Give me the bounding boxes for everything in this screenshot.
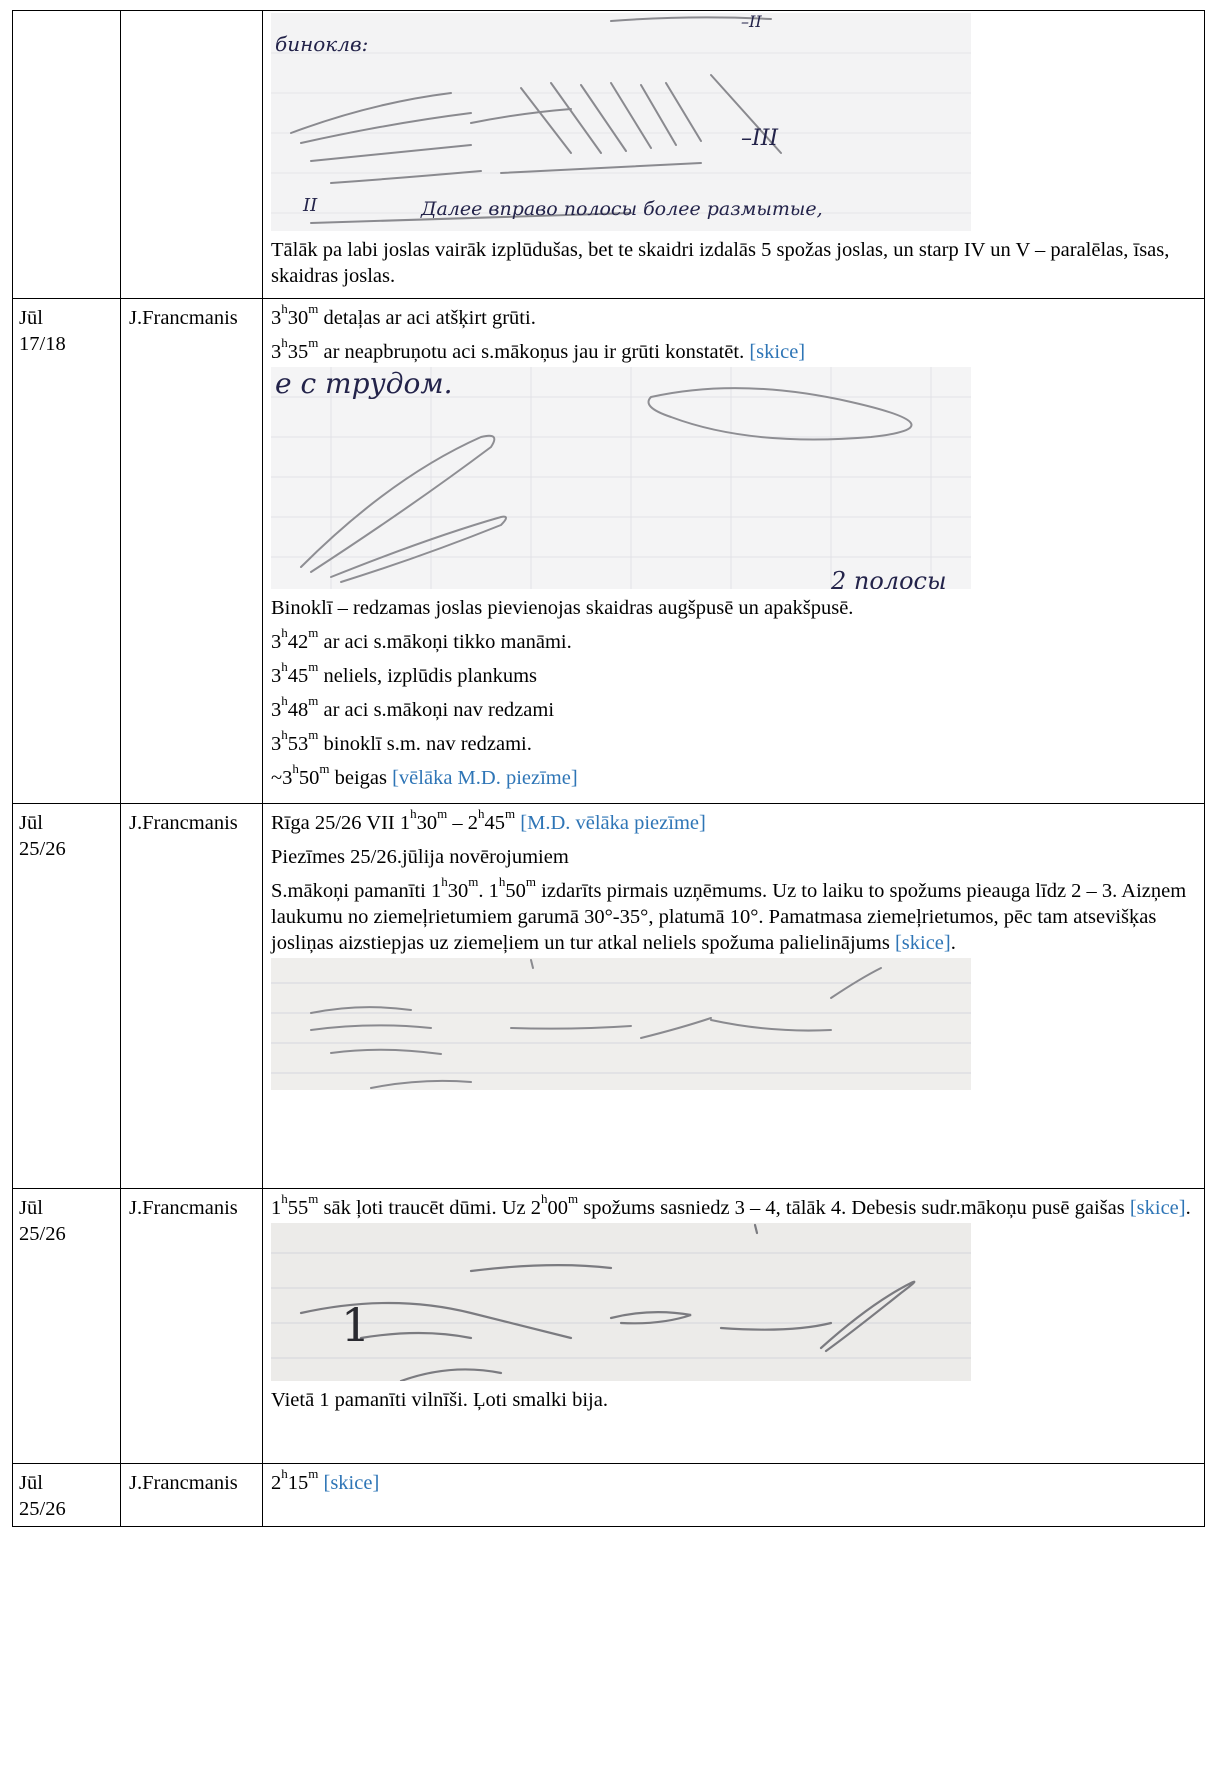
notes-cell: Rīga 25/26 VII 1h30m – 2h45m [M.D. vēlāk… [262, 803, 1205, 1189]
date-day: 25/26 [19, 838, 66, 860]
date-cell: Jūl 17/18 [12, 298, 121, 804]
editor-note: [vēlāka M.D. piezīme] [392, 767, 578, 789]
note-line: Piezīmes 25/26.jūlija novērojumiem [271, 846, 569, 868]
editor-note: [skice] [749, 341, 806, 363]
observer-cell: J.Francmanis [120, 803, 263, 1189]
notes-cell: 2h15m [skice] [262, 1463, 1205, 1527]
observer-cell: J.Francmanis [120, 1188, 263, 1464]
sketch-label: биноклв: [275, 32, 368, 56]
date-day: 17/18 [19, 333, 66, 355]
sketch-label: Далее вправо полосы более размытые, [420, 198, 823, 220]
note-line: 3h30m detaļas ar aci atšķirt grūti. [271, 301, 536, 329]
sketch-label: II [302, 195, 318, 216]
sketch-image: биноклв: –II –III II Далее вправо полосы… [271, 13, 1196, 231]
notes-cell: 3h30m detaļas ar aci atšķirt grūti. 3h35… [262, 298, 1205, 804]
note-line: Binoklī – redzamas joslas pievienojas sk… [271, 597, 854, 619]
date-month: Jūl [19, 1472, 43, 1494]
observation-table: биноклв: –II –III II Далее вправо полосы… [12, 10, 1205, 1527]
note-line: 3h48m ar aci s.mākoņi nav redzami [271, 693, 555, 721]
sketch-label: е с трудом. [275, 367, 453, 400]
date-month: Jūl [19, 307, 43, 329]
note-line: 2h15m [skice] [271, 1466, 380, 1494]
editor-note: [skice] [318, 1472, 380, 1494]
observer-cell [120, 10, 263, 299]
sketch-image: 1 [271, 1223, 1196, 1381]
note-line: 3h45m neliels, izplūdis plankums [271, 659, 538, 687]
date-month: Jūl [19, 1197, 43, 1219]
date-cell [12, 10, 121, 299]
note-line: 3h53m binoklī s.m. nav redzami. [271, 727, 532, 755]
note-line: Vietā 1 pamanīti vilnīši. Ļoti smalki bi… [271, 1389, 608, 1411]
table-row: Jūl 25/26 J.Francmanis 2h15m [skice] [12, 1463, 1205, 1527]
note-paragraph: 1h55m sāk ļoti traucēt dūmi. Uz 2h00m sp… [271, 1191, 1191, 1219]
observer-cell: J.Francmanis [120, 1463, 263, 1527]
note-paragraph: S.mākoņi pamanīti 1h30m. 1h50m izdarīts … [271, 874, 1187, 954]
notes-cell: биноклв: –II –III II Далее вправо полосы… [262, 10, 1205, 299]
note-line: 3h42m ar aci s.mākoņi tikko manāmi. [271, 625, 572, 653]
table-row: биноклв: –II –III II Далее вправо полосы… [12, 10, 1205, 299]
editor-note: [M.D. vēlāka piezīme] [515, 812, 706, 834]
table-row: Jūl 17/18 J.Francmanis 3h30m detaļas ar … [12, 298, 1205, 804]
sketch-label: –III [741, 126, 779, 151]
table-row: Jūl 25/26 J.Francmanis 1h55m sāk ļoti tr… [12, 1188, 1205, 1464]
note-line: Rīga 25/26 VII 1h30m – 2h45m [M.D. vēlāk… [271, 806, 706, 834]
note-line: 3h35m ar neapbruņotu aci s.mākoņus jau i… [271, 335, 806, 363]
date-day: 25/26 [19, 1223, 66, 1245]
notes-cell: 1h55m sāk ļoti traucēt dūmi. Uz 2h00m sp… [262, 1188, 1205, 1464]
sketch-label: 1 [341, 1298, 370, 1352]
date-day: 25/26 [19, 1498, 66, 1520]
sketch-label: –II [741, 13, 762, 31]
editor-note: [skice] [894, 932, 951, 954]
table-row: Jūl 25/26 J.Francmanis Rīga 25/26 VII 1h… [12, 803, 1205, 1189]
sketch-image [271, 958, 1196, 1090]
sketch-label: 2 полосы [830, 567, 947, 589]
note-text: Tālāk pa labi joslas vairāk izplūdušas, … [271, 239, 1170, 287]
note-line: ~3h50m beigas [vēlāka M.D. piezīme] [271, 761, 578, 789]
date-cell: Jūl 25/26 [12, 1188, 121, 1464]
date-cell: Jūl 25/26 [12, 803, 121, 1189]
sketch-image: е с трудом. 2 полосы [271, 367, 1196, 589]
editor-note: [skice] [1129, 1197, 1186, 1219]
date-month: Jūl [19, 812, 43, 834]
date-cell: Jūl 25/26 [12, 1463, 121, 1527]
observer-cell: J.Francmanis [120, 298, 263, 804]
